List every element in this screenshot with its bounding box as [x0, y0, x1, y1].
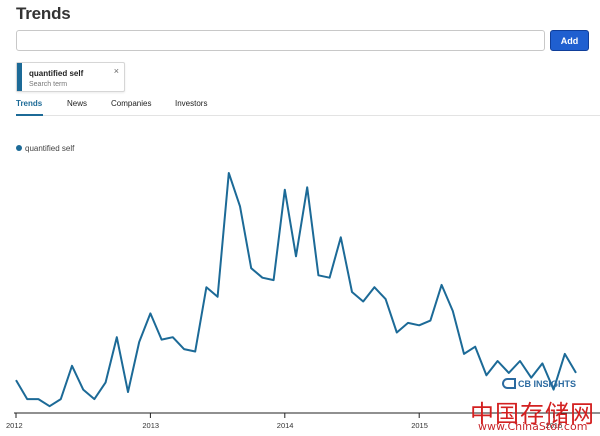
data-point: [126, 390, 130, 394]
legend-dot-icon: [16, 145, 22, 151]
x-tick-label: 2012: [6, 421, 23, 430]
data-point: [574, 371, 578, 375]
data-point: [160, 338, 164, 342]
data-point: [440, 283, 444, 287]
data-point: [462, 352, 466, 356]
close-icon[interactable]: ×: [113, 66, 119, 76]
data-point: [328, 276, 332, 280]
data-point: [227, 171, 231, 175]
data-point: [406, 321, 410, 325]
tab-bar: Trends News Companies Investors: [16, 96, 600, 116]
cb-logo-icon: [502, 378, 516, 389]
data-point: [361, 300, 365, 304]
chart-legend: quantified self: [16, 144, 74, 153]
data-point: [14, 378, 18, 382]
x-tick-label: 2013: [142, 421, 159, 430]
data-point: [238, 204, 242, 208]
data-point: [59, 397, 63, 401]
data-point: [518, 359, 522, 363]
page-title: Trends: [16, 4, 71, 23]
data-point: [171, 335, 175, 339]
data-point: [540, 361, 544, 365]
data-point: [104, 380, 108, 384]
data-point: [272, 278, 276, 282]
data-point: [115, 335, 119, 339]
data-point: [496, 359, 500, 363]
tab-companies[interactable]: Companies: [111, 99, 152, 108]
data-point: [249, 266, 253, 270]
data-point: [81, 388, 85, 392]
data-point: [283, 188, 287, 192]
data-point: [339, 235, 343, 239]
data-point: [36, 397, 40, 401]
data-point: [137, 340, 141, 344]
search-input[interactable]: [16, 30, 545, 51]
data-point: [25, 397, 29, 401]
data-point: [417, 323, 421, 327]
data-point: [473, 345, 477, 349]
data-point: [148, 311, 152, 315]
data-point: [428, 319, 432, 323]
data-point: [563, 352, 567, 356]
x-tick-label: 2014: [277, 421, 294, 430]
watermark-chinese-text: 中国存储网: [470, 400, 595, 428]
data-point: [182, 347, 186, 351]
data-point: [260, 276, 264, 280]
data-point: [451, 309, 455, 313]
watermark-url: www.ChinaStor.com: [478, 420, 588, 433]
tab-news[interactable]: News: [67, 99, 88, 108]
search-term-chip[interactable]: quantified self Search term ×: [16, 62, 125, 92]
data-point: [372, 285, 376, 289]
trend-chart: 2012 2013 2014 2015 2016: [6, 171, 600, 430]
data-point: [216, 295, 220, 299]
legend-label: quantified self: [25, 144, 75, 153]
data-point: [294, 254, 298, 258]
data-point: [204, 285, 208, 289]
chip-color-bar: [17, 63, 22, 91]
x-tick-label: 2016: [546, 421, 563, 430]
data-point: [305, 185, 309, 189]
cb-insights-logo: CB INSIGHTS: [502, 378, 576, 389]
data-point: [350, 290, 354, 294]
add-button[interactable]: Add: [550, 30, 589, 51]
chip-term-label: quantified self: [29, 69, 84, 78]
data-point: [507, 371, 511, 375]
data-point: [395, 330, 399, 334]
chip-subtitle: Search term: [29, 81, 68, 88]
tab-investors[interactable]: Investors: [175, 99, 208, 108]
data-point: [48, 404, 52, 408]
data-point: [484, 373, 488, 377]
data-point: [70, 364, 74, 368]
data-point: [316, 273, 320, 277]
series-line-quantified-self: [15, 172, 577, 408]
data-point: [92, 397, 96, 401]
active-tab-indicator: [16, 114, 43, 116]
x-tick-label: 2015: [411, 421, 428, 430]
data-point: [193, 350, 197, 354]
data-point: [384, 297, 388, 301]
tab-trends[interactable]: Trends: [16, 99, 43, 108]
